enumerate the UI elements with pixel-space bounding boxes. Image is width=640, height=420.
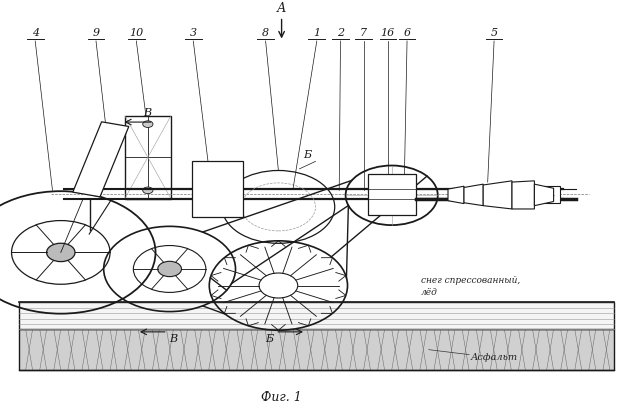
Text: Б: Б <box>303 150 311 160</box>
Text: 2: 2 <box>337 28 344 38</box>
Circle shape <box>157 261 182 277</box>
Bar <box>544 186 560 203</box>
Bar <box>19 302 614 329</box>
Polygon shape <box>73 122 129 197</box>
Text: 8: 8 <box>262 28 269 38</box>
Text: 7: 7 <box>360 28 367 38</box>
Text: 10: 10 <box>129 28 143 38</box>
Circle shape <box>143 121 153 127</box>
Text: снег спрессованный,
лёд: снег спрессованный, лёд <box>421 276 520 297</box>
Bar <box>125 116 171 199</box>
Text: Б: Б <box>265 334 273 344</box>
Polygon shape <box>483 181 512 209</box>
Text: 6: 6 <box>403 28 411 38</box>
Text: 16: 16 <box>381 28 395 38</box>
Text: 4: 4 <box>31 28 39 38</box>
Polygon shape <box>464 184 483 206</box>
Text: 3: 3 <box>189 28 197 38</box>
Bar <box>368 174 416 215</box>
Text: Фиг. 1: Фиг. 1 <box>261 391 302 404</box>
Text: Асфальт: Асфальт <box>470 354 518 362</box>
Text: 5: 5 <box>490 28 498 38</box>
Circle shape <box>385 191 399 200</box>
Polygon shape <box>448 186 464 204</box>
Text: А: А <box>277 2 286 15</box>
Polygon shape <box>534 184 554 206</box>
Text: В: В <box>170 334 178 344</box>
Polygon shape <box>512 181 534 209</box>
Text: 9: 9 <box>92 28 100 38</box>
Circle shape <box>143 187 153 194</box>
Text: В: В <box>143 108 151 118</box>
Circle shape <box>47 243 75 262</box>
Bar <box>19 329 614 370</box>
Text: 1: 1 <box>313 28 321 38</box>
Bar <box>192 161 243 217</box>
